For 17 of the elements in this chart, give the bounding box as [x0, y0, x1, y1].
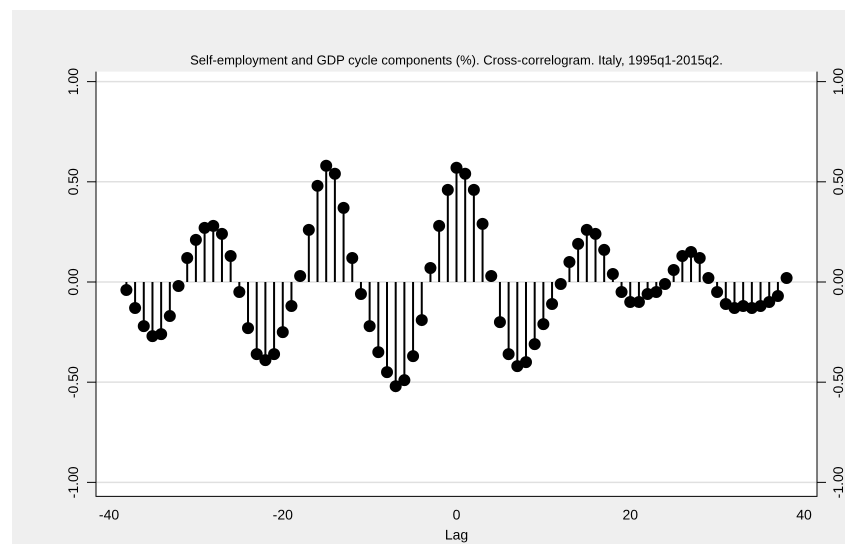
y-tick-label: 0.50 [64, 168, 81, 196]
y-tick-label: -1.00 [64, 466, 81, 498]
x-tick-label: 0 [452, 506, 461, 523]
x-tick-label: 40 [796, 506, 812, 523]
y2-tick-label: -1.00 [830, 466, 846, 498]
y2-tick-label: 0.50 [830, 168, 846, 196]
x-tick-label: -20 [272, 506, 294, 523]
x-tick-label: 20 [622, 506, 638, 523]
y2-tick-label: -0.50 [830, 366, 846, 398]
y2-tick-label: 0.00 [830, 268, 846, 296]
x-axis-title: Lag [444, 526, 468, 542]
chart-title: Self-employment and GDP cycle components (%). Cross-correlogram. Italy, 1995q1-2015q2. [190, 52, 723, 68]
x-tick-label: -40 [98, 506, 120, 523]
y-tick-label: 0.00 [64, 268, 81, 296]
y2-tick-label: 1.00 [830, 68, 846, 96]
y-tick-label: 1.00 [64, 68, 81, 96]
y-tick-label: -0.50 [64, 366, 81, 398]
